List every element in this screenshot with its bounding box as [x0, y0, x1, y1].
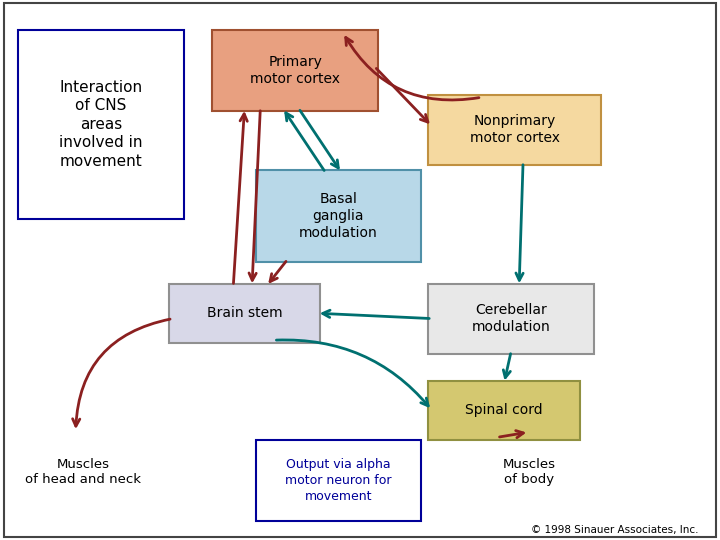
- FancyBboxPatch shape: [4, 3, 716, 537]
- FancyBboxPatch shape: [428, 381, 580, 440]
- FancyBboxPatch shape: [428, 284, 594, 354]
- Text: Primary
motor cortex: Primary motor cortex: [251, 55, 340, 86]
- Text: © 1998 Sinauer Associates, Inc.: © 1998 Sinauer Associates, Inc.: [531, 524, 698, 535]
- Text: Brain stem: Brain stem: [207, 306, 283, 320]
- Text: Muscles
of body: Muscles of body: [503, 458, 556, 486]
- Text: Spinal cord: Spinal cord: [465, 403, 543, 417]
- FancyBboxPatch shape: [256, 440, 421, 521]
- Text: Muscles
of head and neck: Muscles of head and neck: [24, 458, 141, 486]
- FancyBboxPatch shape: [428, 94, 601, 165]
- Text: Output via alpha
motor neuron for
movement: Output via alpha motor neuron for moveme…: [285, 458, 392, 503]
- FancyBboxPatch shape: [169, 284, 320, 343]
- FancyBboxPatch shape: [256, 170, 421, 262]
- Text: Basal
ganglia
modulation: Basal ganglia modulation: [299, 192, 378, 240]
- Text: Nonprimary
motor cortex: Nonprimary motor cortex: [469, 114, 560, 145]
- FancyBboxPatch shape: [18, 30, 184, 219]
- FancyBboxPatch shape: [212, 30, 378, 111]
- Text: Interaction
of CNS
areas
involved in
movement: Interaction of CNS areas involved in mov…: [59, 79, 143, 169]
- Text: Cerebellar
modulation: Cerebellar modulation: [472, 303, 551, 334]
